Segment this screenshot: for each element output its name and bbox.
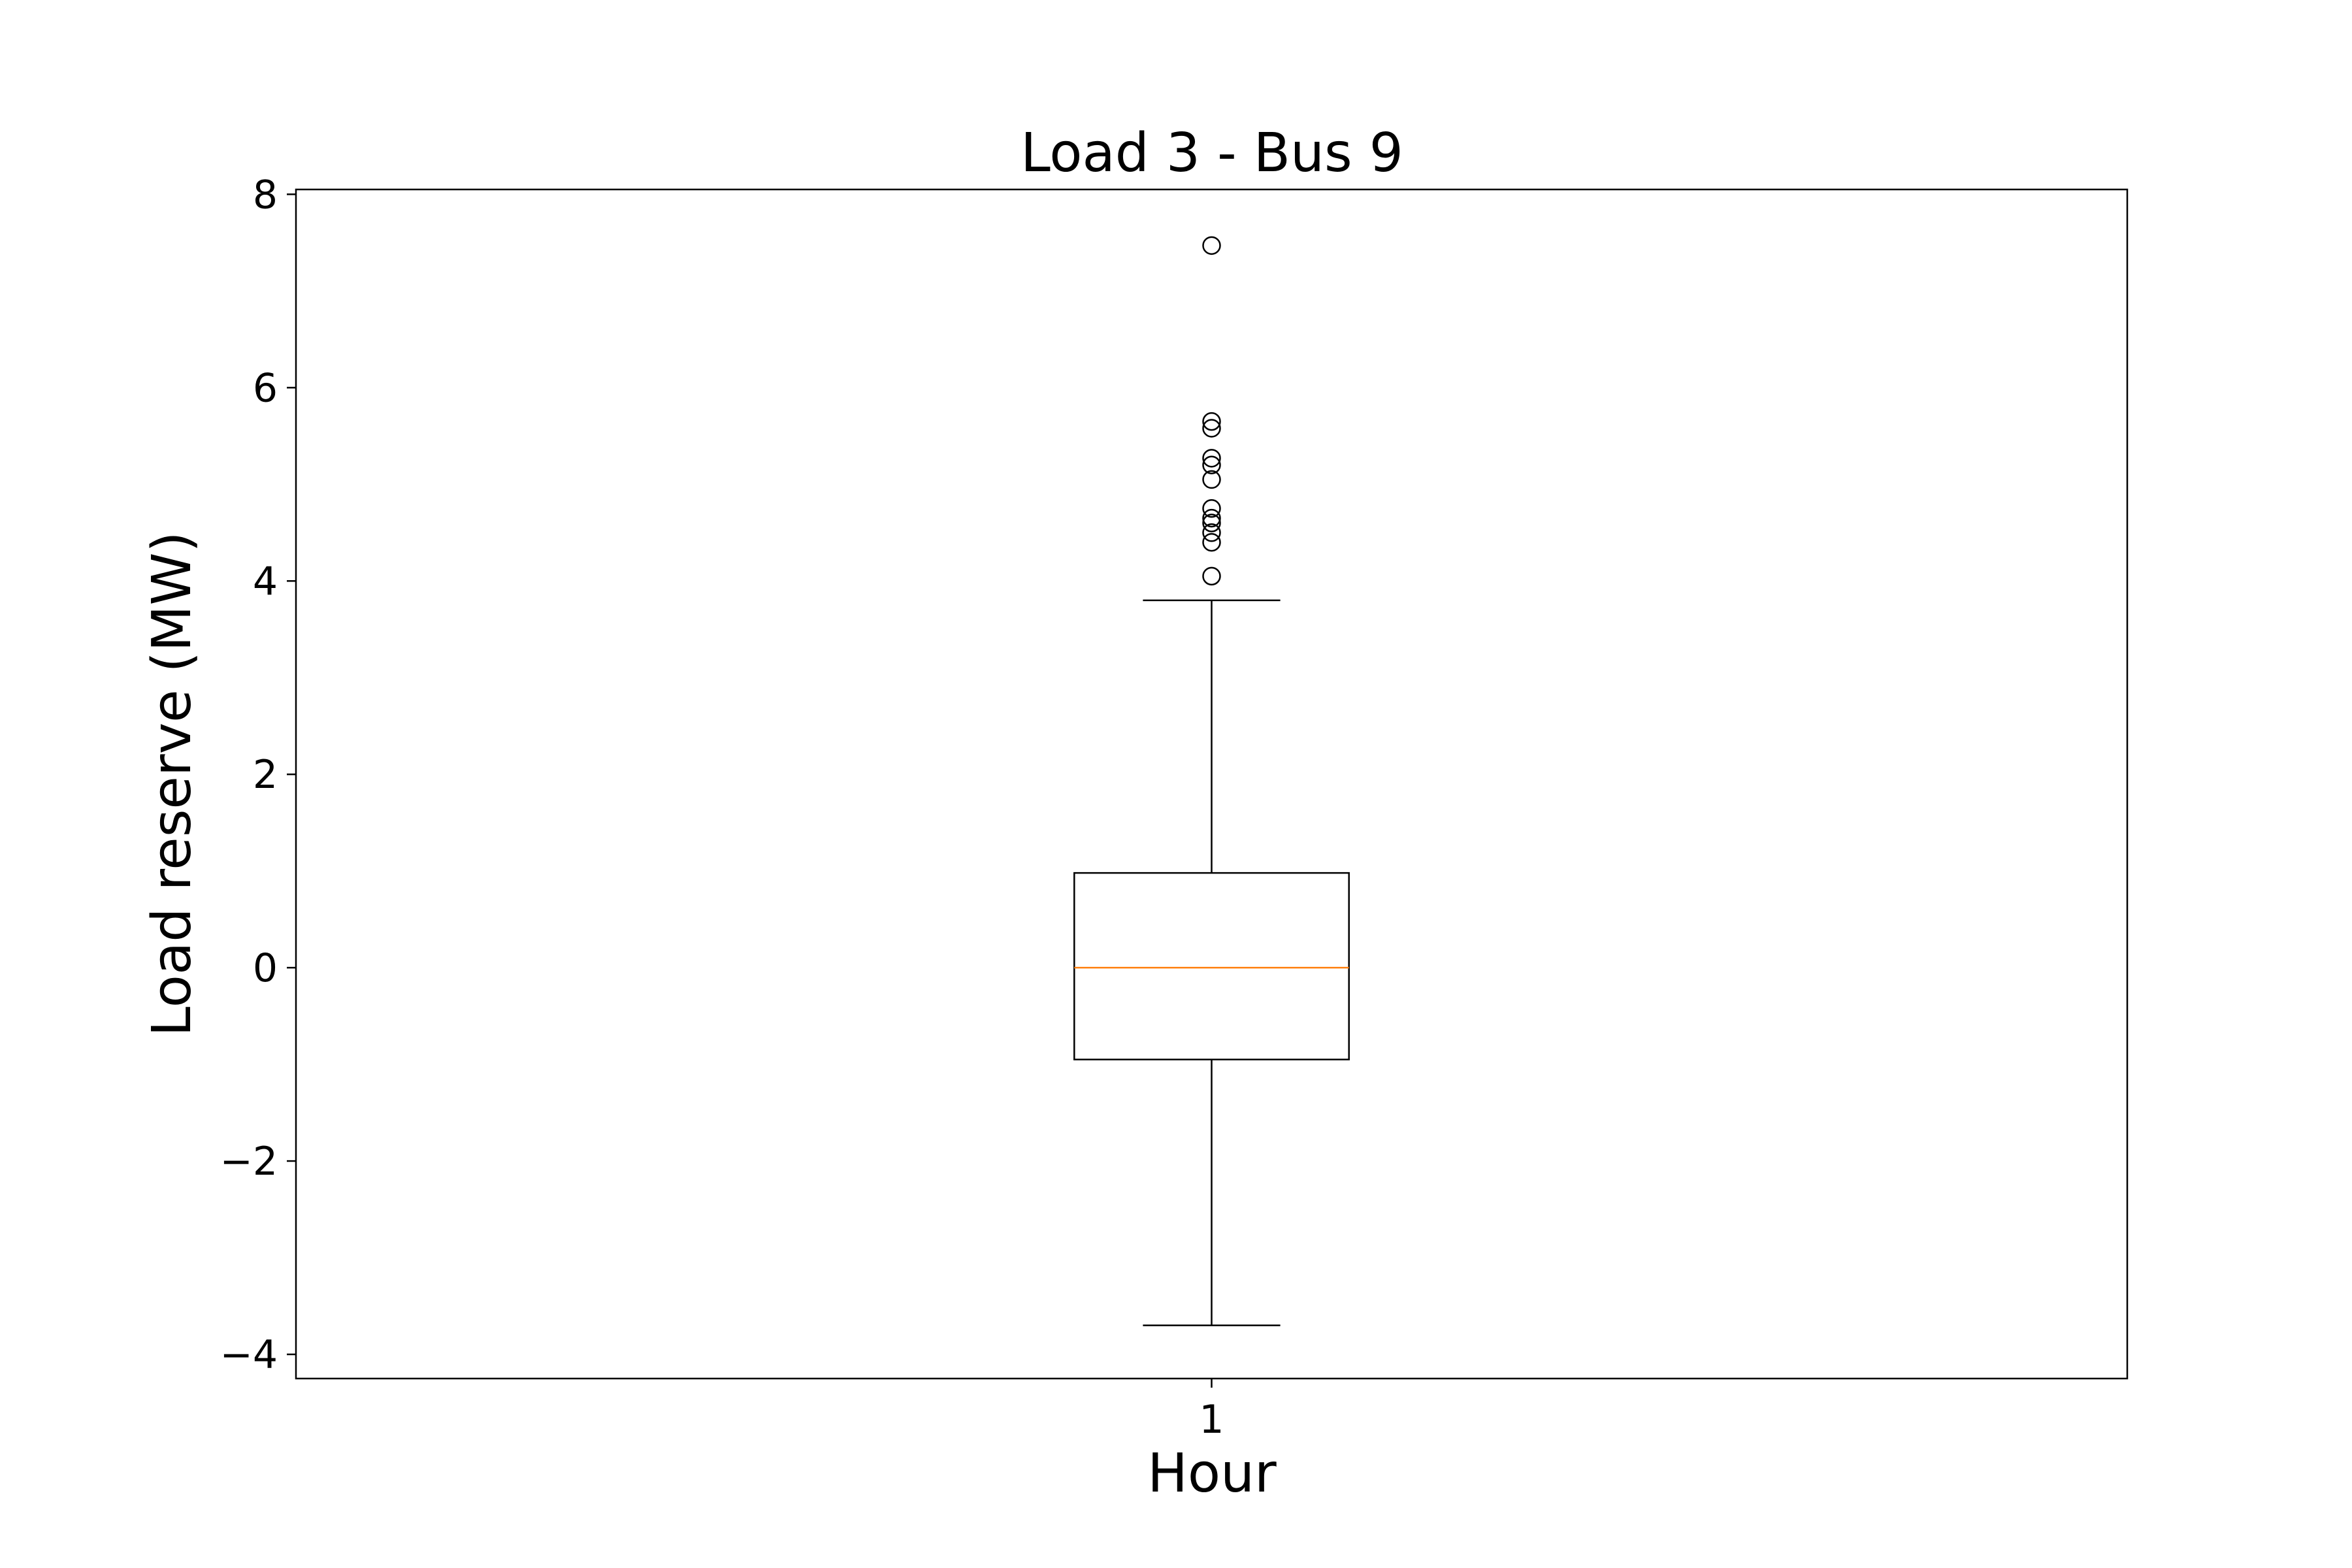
outlier-point	[1202, 514, 1221, 532]
y-tick-label: 6	[253, 365, 278, 411]
outlier-point	[1202, 566, 1221, 586]
outlier-point	[1202, 532, 1221, 552]
iqr-box	[1073, 872, 1350, 1060]
outlier-point	[1202, 236, 1221, 255]
y-tick-label: 4	[253, 559, 278, 604]
plot-area: −4 −2 0 2 4 6 8 1	[220, 172, 2129, 1443]
outlier-point	[1202, 470, 1221, 489]
outlier-point	[1202, 508, 1221, 528]
y-tick-label: −2	[220, 1139, 278, 1184]
outlier-point	[1202, 412, 1221, 431]
chart-title: Load 3 - Bus 9	[1021, 122, 1403, 184]
outlier-point	[1202, 449, 1221, 468]
outlier-point	[1202, 455, 1221, 474]
outlier-point	[1202, 499, 1221, 518]
y-tick-label: 8	[253, 172, 278, 218]
outlier-point	[1202, 523, 1221, 542]
y-axis-label: Load reserve (MW)	[141, 532, 203, 1037]
x-tick-label: 1	[1199, 1397, 1224, 1443]
outlier-point	[1202, 419, 1221, 438]
y-tick-label: 2	[253, 752, 278, 798]
x-axis-label: Hour	[1147, 1443, 1277, 1505]
y-tick-label: −4	[220, 1332, 278, 1378]
y-tick-label: 0	[253, 945, 278, 991]
